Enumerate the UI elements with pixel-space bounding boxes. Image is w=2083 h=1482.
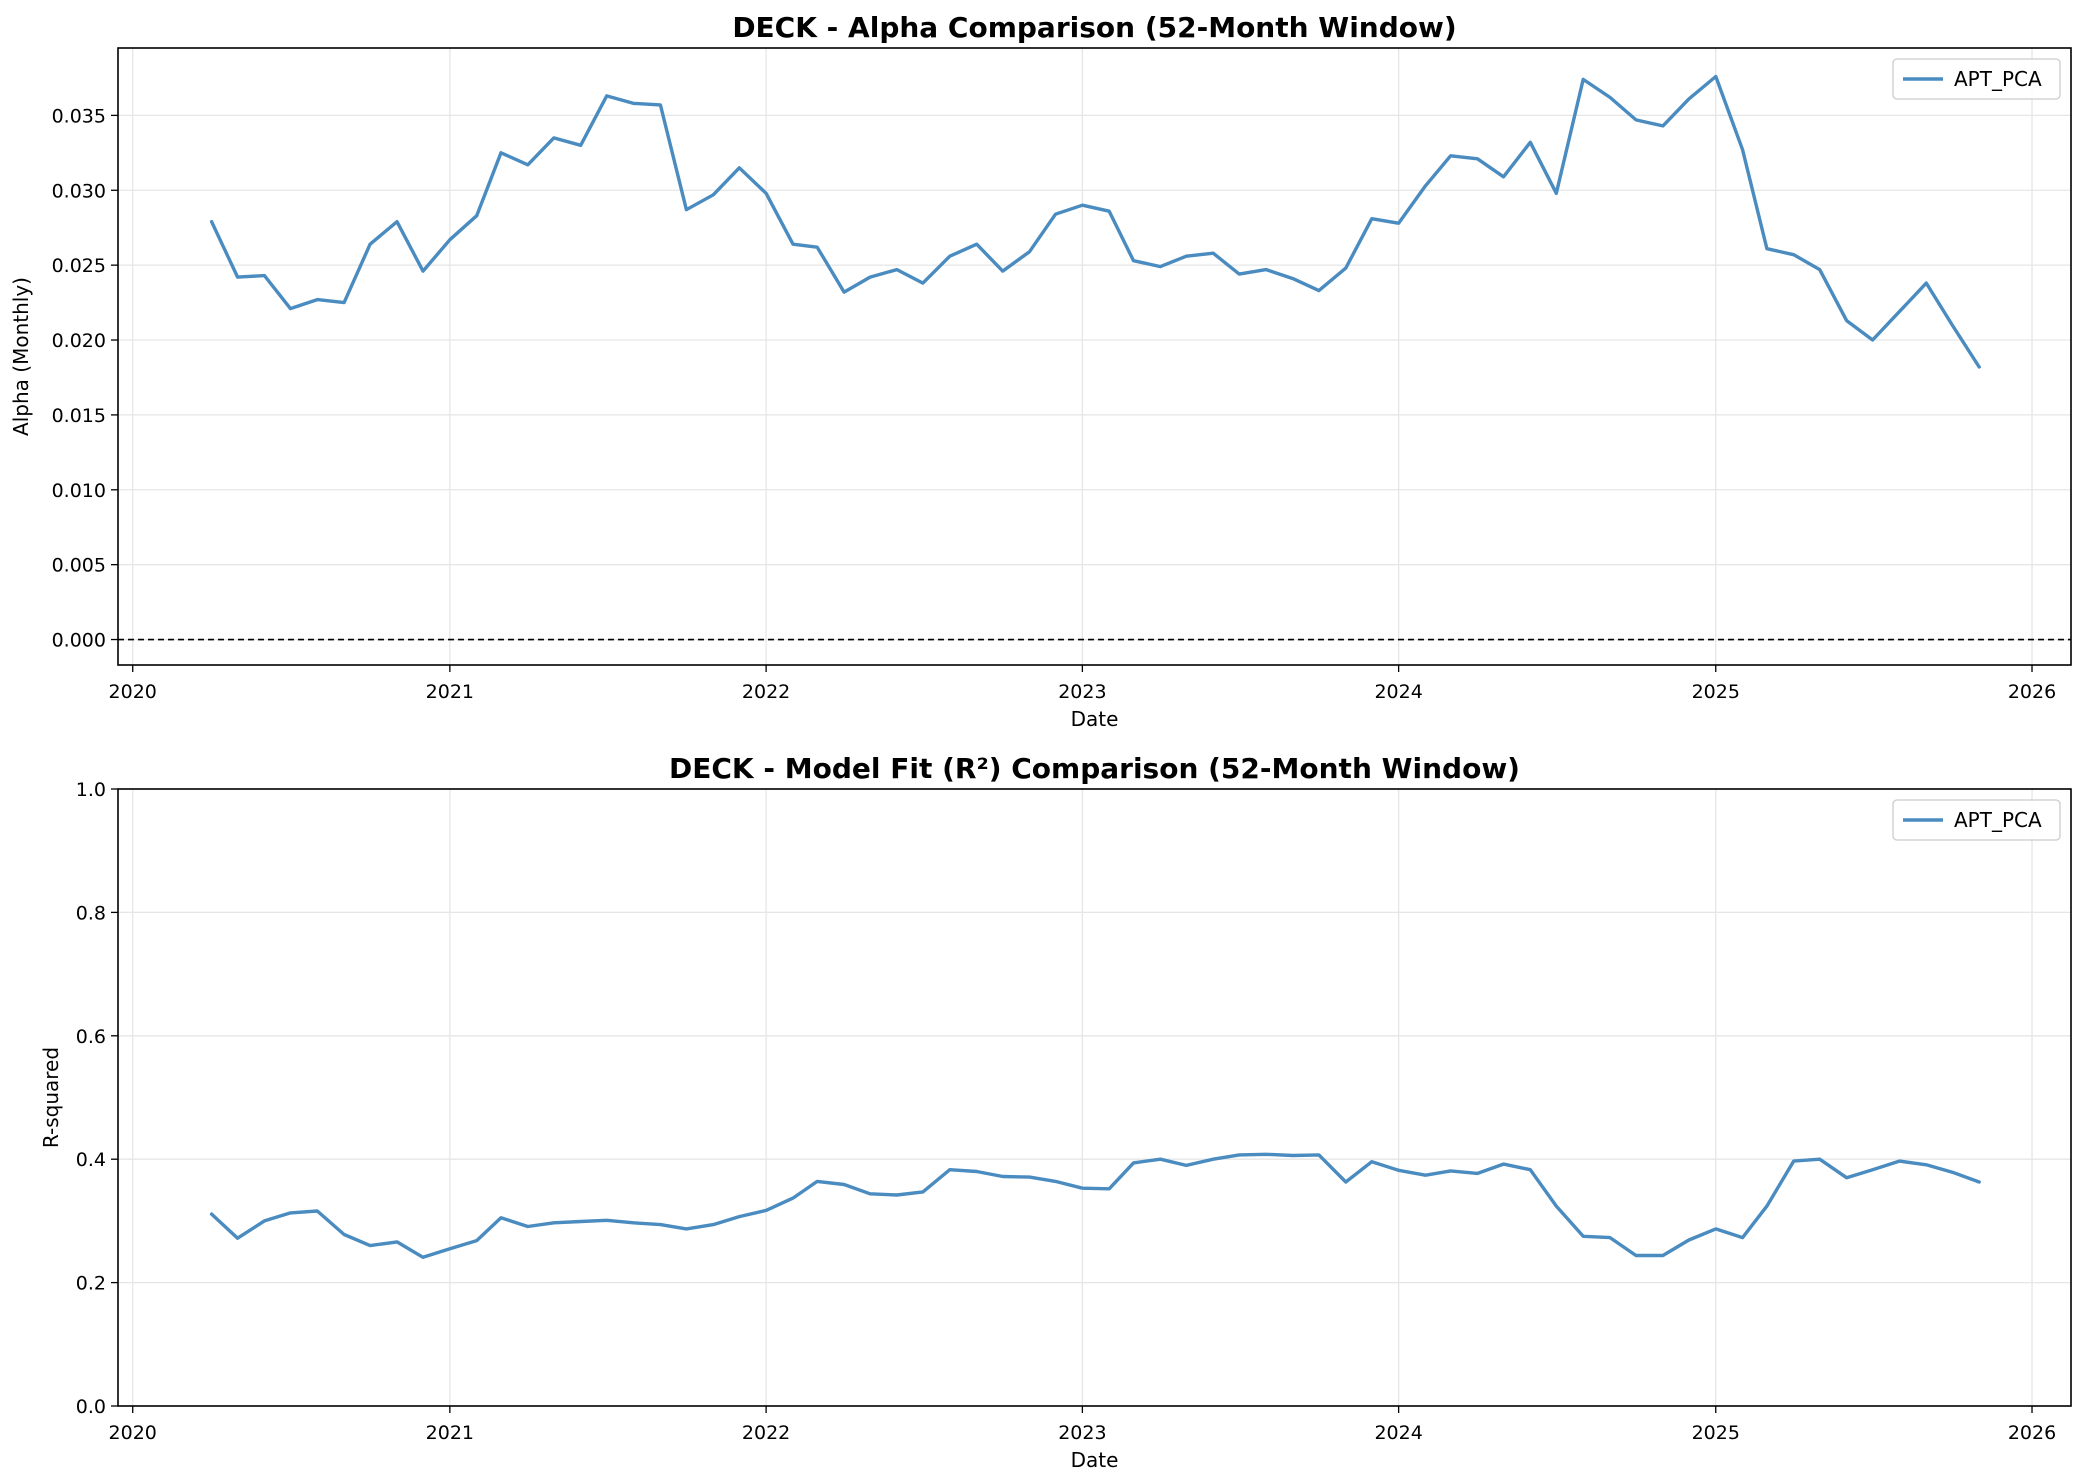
y-axis-label: R-squared xyxy=(39,1047,63,1148)
x-tick-label: 2023 xyxy=(1058,681,1106,703)
x-tick-label: 2024 xyxy=(1374,1422,1422,1444)
y-axis-label: Alpha (Monthly) xyxy=(9,277,33,436)
grid xyxy=(118,788,2071,1407)
y-tick-label: 0.4 xyxy=(76,1149,106,1171)
x-tick-label: 2020 xyxy=(109,1422,157,1444)
y-tick-label: 0.6 xyxy=(76,1026,106,1048)
series-line xyxy=(209,1152,1981,1260)
x-tick-label: 2021 xyxy=(426,1422,474,1444)
y-tick-label: 0.000 xyxy=(52,630,106,652)
chart-title: DECK - Model Fit (R²) Comparison (52-Mon… xyxy=(669,752,1520,785)
x-tick-label: 2026 xyxy=(2008,1422,2056,1444)
y-tick-label: 0.005 xyxy=(52,555,106,577)
grid xyxy=(118,48,2071,665)
y-tick-label: 0.010 xyxy=(52,480,106,502)
x-axis-label: Date xyxy=(1071,1448,1119,1472)
x-tick-label: 2026 xyxy=(2008,681,2056,703)
y-tick-label: 1.0 xyxy=(76,779,106,801)
x-tick-label: 2021 xyxy=(426,681,474,703)
y-tick-label: 0.8 xyxy=(76,902,106,924)
x-tick-label: 2025 xyxy=(1692,681,1740,703)
y-tick-label: 0.0 xyxy=(76,1396,106,1418)
y-tick-label: 0.2 xyxy=(76,1273,106,1295)
y-tick-label: 0.020 xyxy=(52,330,106,352)
legend-box xyxy=(1892,799,2061,841)
y-tick-label: 0.025 xyxy=(52,255,106,277)
r-squared-chart-panel: DECK - Model Fit (R²) Comparison (52-Mon… xyxy=(39,752,2072,1472)
x-tick-label: 2022 xyxy=(742,681,790,703)
alpha-chart-panel: DECK - Alpha Comparison (52-Month Window… xyxy=(9,11,2072,731)
y-tick-label: 0.035 xyxy=(52,105,106,127)
y-tick-label: 0.015 xyxy=(52,405,106,427)
x-axis-label: Date xyxy=(1071,707,1119,731)
legend-label: APT_PCA xyxy=(1954,67,2042,91)
y-tick-label: 0.030 xyxy=(52,180,106,202)
x-tick-label: 2025 xyxy=(1692,1422,1740,1444)
chart-title: DECK - Alpha Comparison (52-Month Window… xyxy=(732,11,1456,44)
x-tick-label: 2020 xyxy=(109,681,157,703)
axes-frame xyxy=(117,47,2072,666)
series-line xyxy=(209,74,1981,369)
x-tick-label: 2024 xyxy=(1374,681,1422,703)
x-tick-label: 2022 xyxy=(742,1422,790,1444)
legend-box xyxy=(1892,58,2061,100)
legend: APT_PCA xyxy=(1892,799,2061,841)
legend: APT_PCA xyxy=(1892,58,2061,100)
x-tick-label: 2023 xyxy=(1058,1422,1106,1444)
axes-frame xyxy=(117,788,2072,1407)
legend-label: APT_PCA xyxy=(1954,808,2042,832)
